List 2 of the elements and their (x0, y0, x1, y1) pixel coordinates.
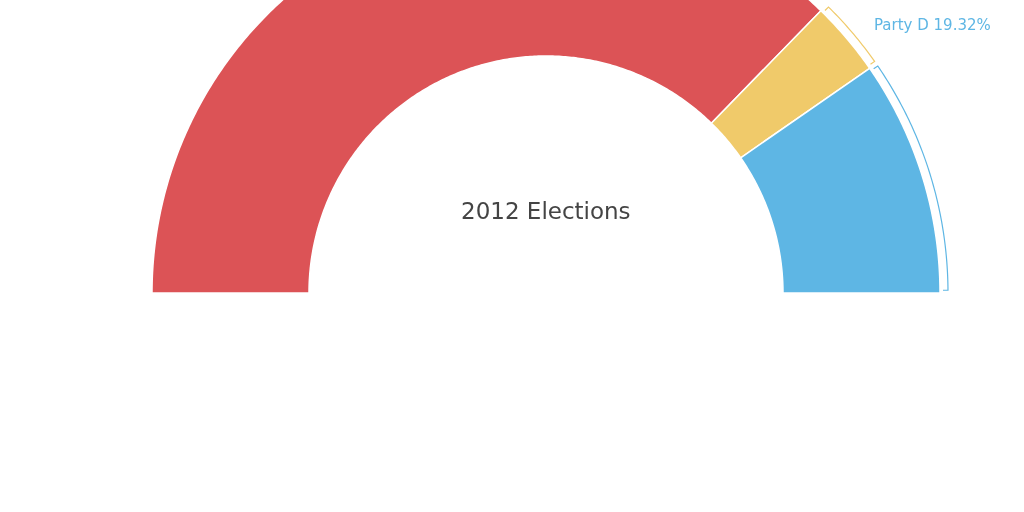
slice-label: Party D 19.32% (874, 16, 991, 34)
text: 2012 Elections (461, 198, 631, 224)
